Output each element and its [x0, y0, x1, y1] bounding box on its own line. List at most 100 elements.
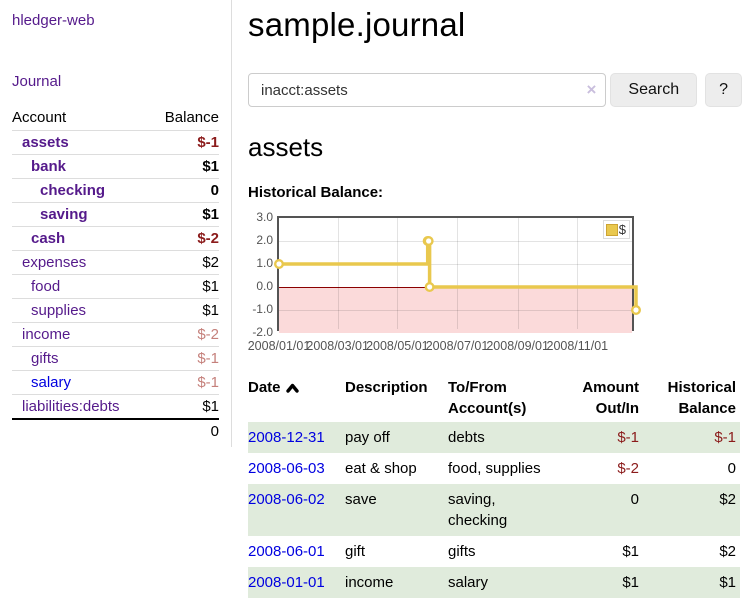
transaction-description: gift	[345, 543, 366, 560]
transaction-balance: $1	[719, 574, 736, 591]
register-table: Date Description To/From Account(s) Amou…	[248, 373, 740, 598]
search-input[interactable]	[248, 73, 607, 107]
register-row: 2008-06-01 gift gifts $1 $2	[248, 536, 740, 567]
account-link[interactable]: bank	[31, 158, 67, 175]
account-link[interactable]: salary	[31, 374, 72, 391]
transaction-date-link[interactable]: 2008-06-01	[248, 543, 325, 560]
account-link[interactable]: gifts	[31, 350, 59, 367]
account-link[interactable]: saving	[40, 206, 88, 223]
accounts-header-balance: Balance	[164, 109, 219, 126]
balance-series	[274, 236, 642, 315]
register-header-balance: Historical Balance	[667, 379, 736, 417]
account-balance: $-2	[149, 226, 219, 251]
transaction-accounts: saving, checking	[448, 491, 508, 529]
account-link[interactable]: cash	[31, 230, 66, 247]
page-title: sample.journal	[248, 6, 466, 43]
transaction-balance: $2	[719, 543, 736, 560]
register-row: 2008-12-31 pay off debts $-1 $-1	[248, 422, 740, 453]
account-row: checking 0	[12, 178, 219, 203]
account-row: supplies $1	[12, 298, 219, 323]
account-row: cash $-2	[12, 226, 219, 251]
account-row: assets $-1	[12, 130, 219, 155]
transaction-date-link[interactable]: 2008-12-31	[248, 429, 325, 446]
transaction-accounts: salary	[448, 574, 489, 591]
account-heading: assets	[248, 132, 324, 162]
x-axis-tick: 2008/01/01	[247, 339, 311, 353]
account-link[interactable]: supplies	[31, 302, 87, 319]
account-balance: $-1	[149, 370, 219, 395]
register-row: 2008-06-02 save saving, checking 0 $2	[248, 484, 740, 536]
sidebar-item-journal[interactable]: Journal	[12, 73, 62, 90]
account-row: liabilities:debts $1	[12, 394, 219, 419]
data-point-marker	[423, 236, 434, 247]
account-row: salary $-1	[12, 370, 219, 395]
y-axis-tick: -1.0	[252, 302, 273, 316]
data-point-marker	[274, 259, 284, 270]
register-row: 2008-06-03 eat & shop food, supplies $-2 0	[248, 453, 740, 484]
account-link[interactable]: liabilities:debts	[22, 398, 120, 415]
x-axis-tick: 2008/07/01	[425, 339, 489, 353]
app-title-link[interactable]: hledger-web	[12, 12, 95, 29]
transaction-accounts: food, supplies	[448, 460, 541, 477]
data-point-marker	[424, 281, 435, 292]
account-balance: $1	[149, 394, 219, 419]
transaction-description: save	[345, 491, 377, 508]
x-axis-tick: 2008/11/01	[546, 339, 609, 353]
transaction-accounts: gifts	[448, 543, 476, 560]
sort-ascending-icon	[285, 378, 299, 399]
sidebar: hledger-web Journal Account Balance asse…	[0, 0, 232, 447]
accounts-table: Account Balance assets $-1 bank $1 checking 0…	[12, 106, 219, 443]
historical-balance-chart: $3.0 2.0 1.0 0.0 -1.0 -2.0 2008/01/01 2008/03/0…	[248, 210, 742, 357]
accounts-total-row: 0	[12, 418, 219, 443]
x-axis-tick: 2008/09/01	[486, 339, 549, 353]
v-gridline	[337, 218, 339, 329]
register-row: 2008-01-01 income salary $1 $1	[248, 567, 740, 598]
chart-plot-area: $	[274, 216, 642, 333]
v-gridline	[457, 218, 458, 329]
account-link[interactable]: checking	[40, 182, 106, 199]
step-line	[279, 239, 638, 310]
account-row: income $-2	[12, 322, 219, 347]
help-button[interactable]: ?	[705, 73, 742, 107]
transaction-description: income	[345, 574, 394, 591]
data-point-marker	[631, 304, 642, 315]
transaction-date-link[interactable]: 2008-06-03	[248, 460, 325, 477]
transaction-date-link[interactable]: 2008-06-02	[248, 491, 325, 508]
account-link[interactable]: expenses	[22, 254, 87, 271]
account-balance: $1	[149, 298, 219, 323]
account-link[interactable]: assets	[22, 134, 69, 151]
account-balance: $2	[149, 250, 219, 275]
search-form: × Search ?	[248, 73, 742, 107]
search-button[interactable]: Search	[610, 73, 698, 107]
account-balance: 0	[149, 178, 219, 203]
account-link[interactable]: food	[31, 278, 61, 295]
clear-search-icon[interactable]: ×	[586, 80, 597, 99]
h-gridline	[279, 310, 632, 311]
y-axis-tick: -2.0	[252, 325, 273, 339]
transaction-date-link[interactable]: 2008-01-01	[248, 574, 325, 591]
register-header-date[interactable]: Date	[248, 373, 345, 422]
transaction-amount: $1	[622, 543, 639, 560]
transaction-description: eat & shop	[345, 460, 417, 477]
y-axis-tick: 1.0	[256, 256, 273, 270]
accounts-total-value: 0	[12, 418, 219, 443]
v-gridline	[517, 218, 519, 329]
transaction-amount: $-2	[617, 460, 639, 477]
register-header-date-label: Date	[248, 379, 281, 396]
account-row: gifts $-1	[12, 346, 219, 371]
account-balance: $-2	[149, 322, 219, 347]
legend-swatch-icon	[605, 223, 618, 236]
account-balance: $-1	[149, 130, 219, 155]
searchbox: ×	[248, 73, 607, 107]
x-axis-tick: 2008/03/01	[306, 339, 369, 353]
transaction-amount: $1	[622, 574, 639, 591]
h-gridline	[279, 264, 632, 265]
register-header-row: Date Description To/From Account(s) Amou…	[248, 373, 740, 422]
transaction-amount: 0	[630, 491, 639, 508]
chart-legend: $	[602, 220, 630, 239]
account-link[interactable]: income	[22, 326, 71, 343]
v-gridline	[577, 218, 579, 329]
accounts-header-account: Account	[12, 109, 67, 126]
y-axis-tick: 2.0	[256, 233, 273, 247]
